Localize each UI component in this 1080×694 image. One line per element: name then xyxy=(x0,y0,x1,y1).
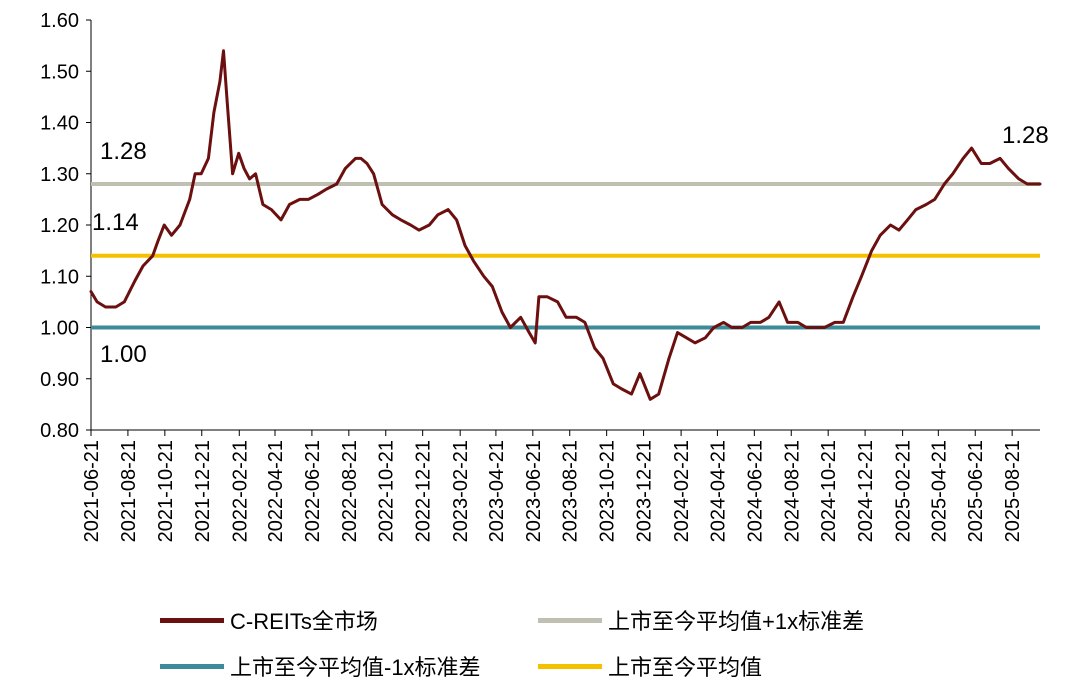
x-tick-label: 2025-08-21 xyxy=(1002,440,1024,542)
legend-swatch-upper-band xyxy=(538,617,602,623)
x-tick-label: 2023-12-21 xyxy=(634,440,656,542)
y-tick-label: 1.00 xyxy=(40,318,79,340)
legend: C-REITs全市场 上市至今平均值+1x标准差 上市至今平均值-1x标准差 上… xyxy=(160,600,1060,690)
x-tick-label: 2022-04-21 xyxy=(265,440,287,542)
legend-swatch-lower-band xyxy=(160,663,224,669)
x-tick-label: 2022-12-21 xyxy=(413,440,435,542)
legend-item-lower-band: 上市至今平均值-1x标准差 xyxy=(160,648,481,684)
x-tick-label: 2024-08-21 xyxy=(781,440,803,542)
x-tick-label: 2022-10-21 xyxy=(376,440,398,542)
annotation-mean: 1.14 xyxy=(92,209,139,236)
y-tick-label: 1.60 xyxy=(40,10,79,32)
series-line-c-reits xyxy=(89,49,1042,401)
legend-item-upper-band: 上市至今平均值+1x标准差 xyxy=(538,602,864,638)
y-tick-label: 0.90 xyxy=(40,369,79,391)
x-tick-label: 2024-04-21 xyxy=(707,440,729,542)
legend-swatch-mean xyxy=(538,663,602,669)
y-tick-label: 1.10 xyxy=(40,266,79,288)
x-tick-label: 2024-10-21 xyxy=(818,440,840,542)
legend-label-lower-band: 上市至今平均值-1x标准差 xyxy=(230,655,481,680)
x-tick-label: 2022-02-21 xyxy=(229,440,251,542)
x-tick-label: 2023-08-21 xyxy=(560,440,582,542)
y-tick-label: 1.40 xyxy=(40,113,79,135)
annotation-upper-right: 1.28 xyxy=(1002,122,1049,149)
annotation-upper-left: 1.28 xyxy=(100,138,147,165)
annotation-lower: 1.00 xyxy=(100,341,147,368)
y-tick-label: 0.80 xyxy=(40,420,79,442)
x-tick-label: 2024-06-21 xyxy=(744,440,766,542)
legend-label-upper-band: 上市至今平均值+1x标准差 xyxy=(608,609,865,634)
y-tick-label: 1.30 xyxy=(40,164,79,186)
line-chart: 1.60 1.50 1.40 1.30 1.20 1.10 1.00 0.90 0.80 202… xyxy=(40,10,1049,542)
x-tick-label: 2025-02-21 xyxy=(893,440,915,542)
legend-label-mean: 上市至今平均值 xyxy=(608,655,763,680)
y-tick-label: 1.20 xyxy=(40,215,79,237)
series-lines xyxy=(89,49,1042,401)
x-tick-label: 2024-12-21 xyxy=(855,440,877,542)
x-tick-label: 2025-06-21 xyxy=(965,440,987,542)
annotations: 1.28 1.14 1.00 1.28 xyxy=(92,122,1049,368)
x-tick-label: 2025-04-21 xyxy=(928,440,950,542)
x-tick-label: 2021-08-21 xyxy=(118,440,140,542)
x-tick-label: 2022-08-21 xyxy=(339,440,361,542)
x-tick-label: 2022-06-21 xyxy=(302,440,324,542)
x-tick-label: 2023-02-21 xyxy=(450,440,472,542)
y-tick-labels: 1.60 1.50 1.40 1.30 1.20 1.10 1.00 0.90 0.80 xyxy=(40,10,91,442)
x-tick-label: 2023-06-21 xyxy=(523,440,545,542)
legend-item-c-reits: C-REITs全市场 xyxy=(160,602,378,638)
legend-label-c-reits: C-REITs全市场 xyxy=(230,609,378,634)
legend-item-mean: 上市至今平均值 xyxy=(538,648,762,684)
y-tick-label: 1.50 xyxy=(40,61,79,83)
reference-lines xyxy=(91,182,1040,330)
x-tick-label: 2024-02-21 xyxy=(671,440,693,542)
x-tick-label: 2021-10-21 xyxy=(155,440,177,542)
legend-swatch-c-reits xyxy=(160,617,224,623)
x-tick-label: 2021-06-21 xyxy=(81,440,103,542)
x-tick-label: 2023-10-21 xyxy=(597,440,619,542)
x-tick-label: 2021-12-21 xyxy=(192,440,214,542)
x-tick-label: 2023-04-21 xyxy=(486,440,508,542)
x-tick-labels: 2021-06-21 2021-08-21 2021-10-21 2021-12-21… xyxy=(81,430,1024,542)
